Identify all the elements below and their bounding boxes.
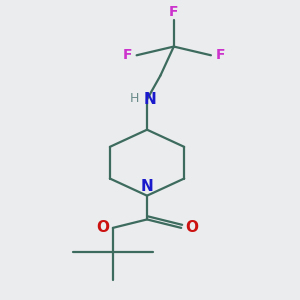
Text: F: F [123,48,132,62]
Text: N: N [144,92,156,107]
Text: H: H [130,92,140,104]
Text: F: F [169,5,178,19]
Text: N: N [141,179,153,194]
Text: O: O [96,220,109,236]
Text: O: O [185,220,198,236]
Text: F: F [215,48,225,62]
